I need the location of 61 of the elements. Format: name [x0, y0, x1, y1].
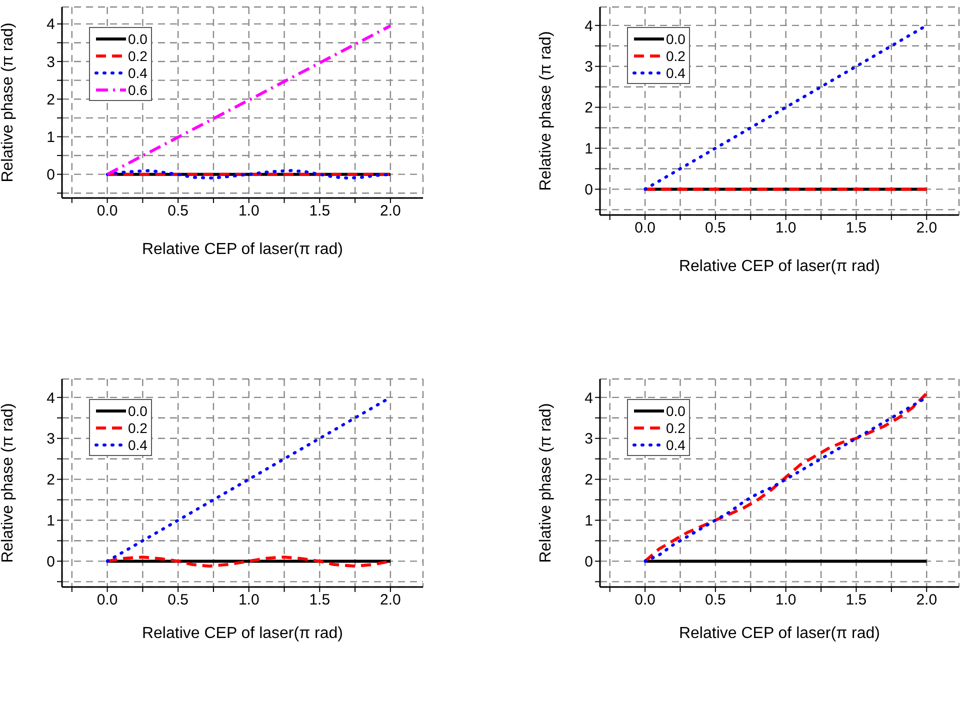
legend-label: 0.0 — [666, 402, 686, 418]
y-axis-title: Relative phase (π rad) — [538, 31, 555, 191]
legend-label: 0.2 — [666, 420, 686, 436]
x-axis-title: Relative CEP of laser(π rad) — [678, 625, 880, 642]
y-tick-label: 1 — [584, 140, 593, 158]
legend-label: 0.2 — [666, 48, 686, 64]
y-axis-title: Relative phase (π rad) — [0, 22, 17, 182]
y-tick-label: 0 — [46, 554, 55, 571]
x-tick-label: 1.0 — [775, 592, 796, 609]
x-tick-label: 1.5 — [846, 220, 867, 237]
y-tick-label: 4 — [46, 390, 55, 407]
x-tick-label: 1.0 — [238, 202, 260, 220]
x-tick-label: 0.5 — [168, 202, 189, 220]
y-tick-label: 1 — [46, 129, 55, 146]
y-tick-label: 2 — [584, 472, 593, 489]
x-tick-label: 1.0 — [775, 220, 796, 237]
y-tick-label: 1 — [584, 512, 593, 530]
y-tick-label: 4 — [584, 390, 593, 407]
x-tick-label: 0.0 — [634, 592, 656, 609]
y-axis-title: Relative phase (π rad) — [538, 403, 555, 563]
x-tick-label: 1.5 — [309, 592, 330, 609]
y-tick-label: 3 — [46, 54, 55, 71]
legend-label: 0.6 — [128, 82, 148, 98]
x-tick-label: 2.0 — [916, 220, 938, 237]
y-tick-label: 4 — [46, 16, 55, 34]
y-tick-label: 2 — [584, 100, 593, 117]
x-axis-title: Relative CEP of laser(π rad) — [142, 241, 344, 258]
x-tick-label: 0.5 — [705, 592, 726, 609]
y-tick-label: 1 — [46, 512, 55, 530]
y-tick-label: 0 — [46, 166, 55, 184]
x-tick-label: 2.0 — [380, 592, 401, 609]
legend-label: 0.4 — [666, 64, 686, 80]
x-tick-label: 0.0 — [96, 592, 118, 609]
legend-label: 0.0 — [666, 30, 686, 46]
y-tick-label: 0 — [584, 554, 593, 571]
x-tick-label: 0.5 — [168, 592, 189, 609]
legend-label: 0.2 — [128, 48, 148, 64]
x-tick-label: 1.5 — [309, 202, 330, 220]
x-tick-label: 0.0 — [96, 202, 118, 220]
x-tick-label: 0.0 — [634, 220, 656, 237]
legend-label: 0.4 — [128, 436, 148, 452]
x-tick-label: 2.0 — [916, 592, 938, 609]
legend-label: 0.4 — [666, 436, 686, 452]
x-tick-label: 0.5 — [705, 220, 726, 237]
y-tick-label: 3 — [584, 430, 593, 448]
y-tick-label: 2 — [46, 472, 55, 489]
y-tick-label: 2 — [46, 91, 55, 108]
y-axis-title: Relative phase (π rad) — [0, 403, 17, 563]
x-axis-title: Relative CEP of laser(π rad) — [142, 625, 344, 642]
legend-label: 0.0 — [128, 402, 148, 418]
y-tick-label: 0 — [584, 182, 593, 199]
legend-label: 0.2 — [128, 420, 148, 436]
x-axis-title: Relative CEP of laser(π rad) — [678, 258, 880, 275]
legend-label: 0.4 — [128, 64, 148, 80]
x-tick-label: 1.0 — [238, 592, 260, 609]
legend-label: 0.0 — [128, 30, 148, 46]
x-tick-label: 1.5 — [846, 592, 867, 609]
x-tick-label: 2.0 — [380, 202, 401, 220]
y-tick-label: 3 — [584, 58, 593, 76]
y-tick-label: 4 — [584, 18, 593, 35]
y-tick-label: 3 — [46, 430, 55, 448]
